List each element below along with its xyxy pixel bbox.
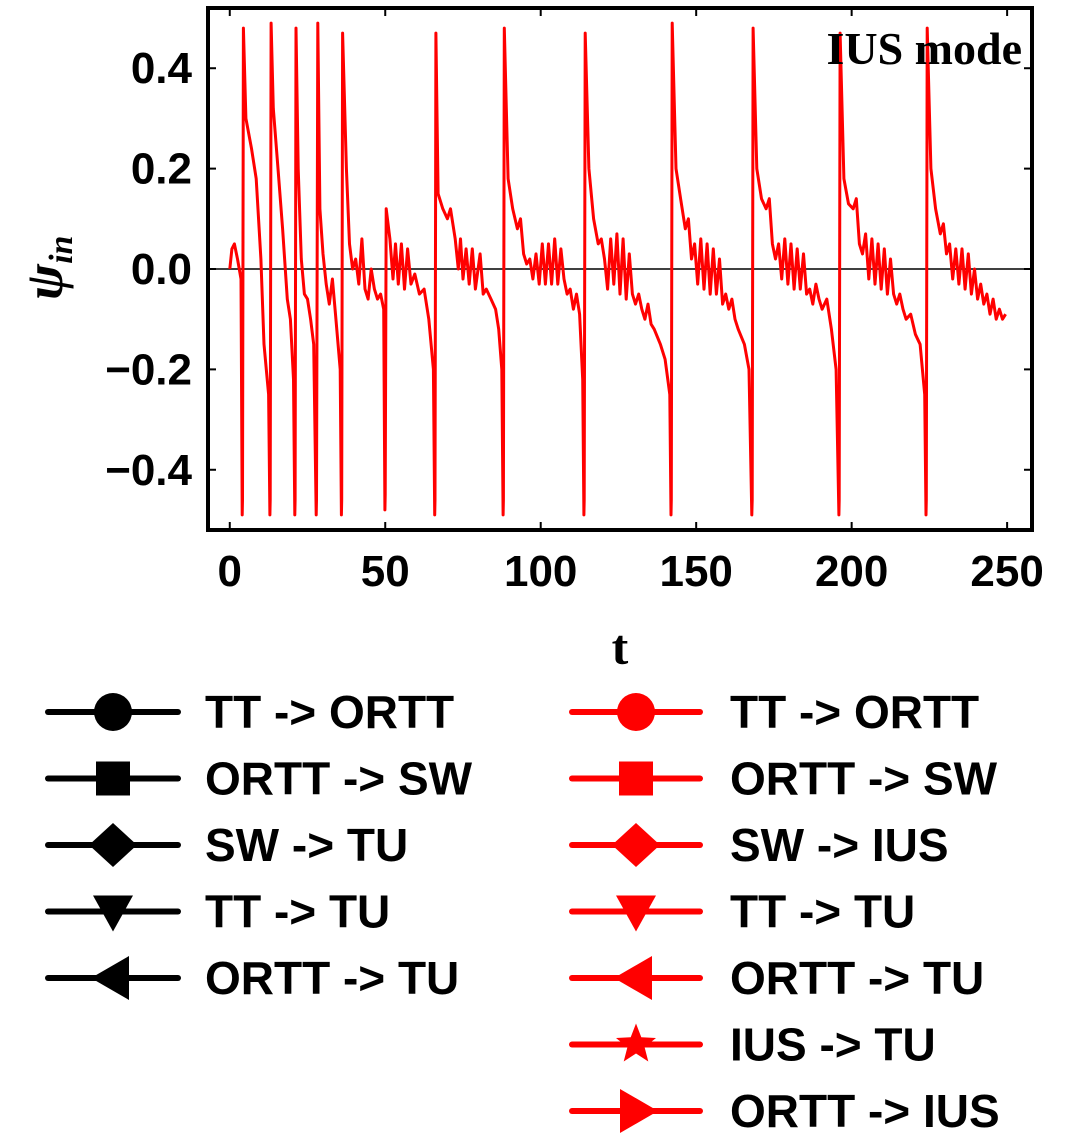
legend-item: TT -> TU — [569, 886, 915, 938]
y-axis-ticks: 0.4 0.2 0.0 −0.2 −0.4 — [105, 44, 1032, 495]
y-tick-label: −0.4 — [105, 446, 192, 495]
legend-marker-triangle-left — [614, 956, 652, 1000]
legend-marker-square — [96, 761, 130, 796]
legend-item: SW -> IUS — [569, 819, 949, 871]
y-axis-label: ψin — [14, 236, 80, 300]
legend-item: IUS -> TU — [569, 1019, 936, 1071]
legend-item: ORTT -> TU — [569, 952, 984, 1004]
x-tick-label: 50 — [361, 547, 410, 596]
x-tick-label: 250 — [970, 547, 1043, 596]
y-axis-label-subscript: in — [43, 236, 80, 264]
legend-item: ORTT -> SW — [45, 753, 473, 805]
y-tick-label: 0.0 — [131, 245, 192, 294]
legend-marker-star — [616, 1023, 656, 1062]
y-tick-label: 0.2 — [131, 145, 192, 194]
x-tick-label: 150 — [659, 547, 732, 596]
legend-marker-diamond — [89, 823, 137, 867]
legend-marker-diamond — [612, 823, 660, 867]
y-tick-label: −0.2 — [105, 345, 192, 394]
legend-marker-square — [619, 761, 653, 796]
legend-label: ORTT -> SW — [205, 753, 473, 805]
svg-text:ψin: ψin — [14, 236, 80, 300]
legend-marker-circle — [94, 693, 132, 731]
legend-marker-circle — [617, 693, 655, 731]
chart-title: IUS mode — [826, 23, 1022, 74]
legend-item: TT -> ORTT — [45, 686, 454, 738]
x-axis-label: t — [612, 619, 629, 675]
legend: TT -> ORTT ORTT -> SW SW -> TU TT -> TU ORTT… — [45, 686, 1000, 1137]
legend-label: IUS -> TU — [730, 1019, 936, 1071]
legend-marker-triangle-down — [616, 895, 656, 932]
y-axis-label-symbol: ψ — [14, 263, 74, 300]
legend-item: ORTT -> IUS — [569, 1085, 1000, 1137]
legend-label: ORTT -> SW — [730, 753, 998, 805]
legend-marker-triangle-down — [93, 895, 133, 932]
legend-marker-triangle-left — [91, 956, 129, 1000]
legend-item: TT -> TU — [45, 886, 390, 938]
series-line-0 — [228, 21, 1007, 517]
legend-label: ORTT -> TU — [205, 952, 459, 1004]
legend-label: TT -> TU — [205, 886, 390, 938]
legend-label: TT -> ORTT — [205, 686, 454, 738]
x-axis-ticks: 0 50 100 150 200 250 — [218, 8, 1044, 596]
legend-item: TT -> ORTT — [569, 686, 979, 738]
legend-label: SW -> IUS — [730, 819, 949, 871]
legend-label: TT -> ORTT — [730, 686, 979, 738]
legend-label: TT -> TU — [730, 886, 915, 938]
x-tick-label: 0 — [218, 547, 242, 596]
series-layer — [228, 21, 1007, 517]
legend-label: SW -> TU — [205, 819, 408, 871]
y-tick-label: 0.4 — [131, 44, 193, 93]
legend-label: ORTT -> IUS — [730, 1085, 1000, 1137]
legend-item: SW -> TU — [45, 819, 408, 871]
legend-item: ORTT -> TU — [45, 952, 459, 1004]
x-tick-label: 100 — [504, 547, 577, 596]
legend-marker-triangle-right — [620, 1089, 658, 1133]
x-tick-label: 200 — [815, 547, 888, 596]
legend-item: ORTT -> SW — [569, 753, 998, 805]
legend-label: ORTT -> TU — [730, 952, 984, 1004]
